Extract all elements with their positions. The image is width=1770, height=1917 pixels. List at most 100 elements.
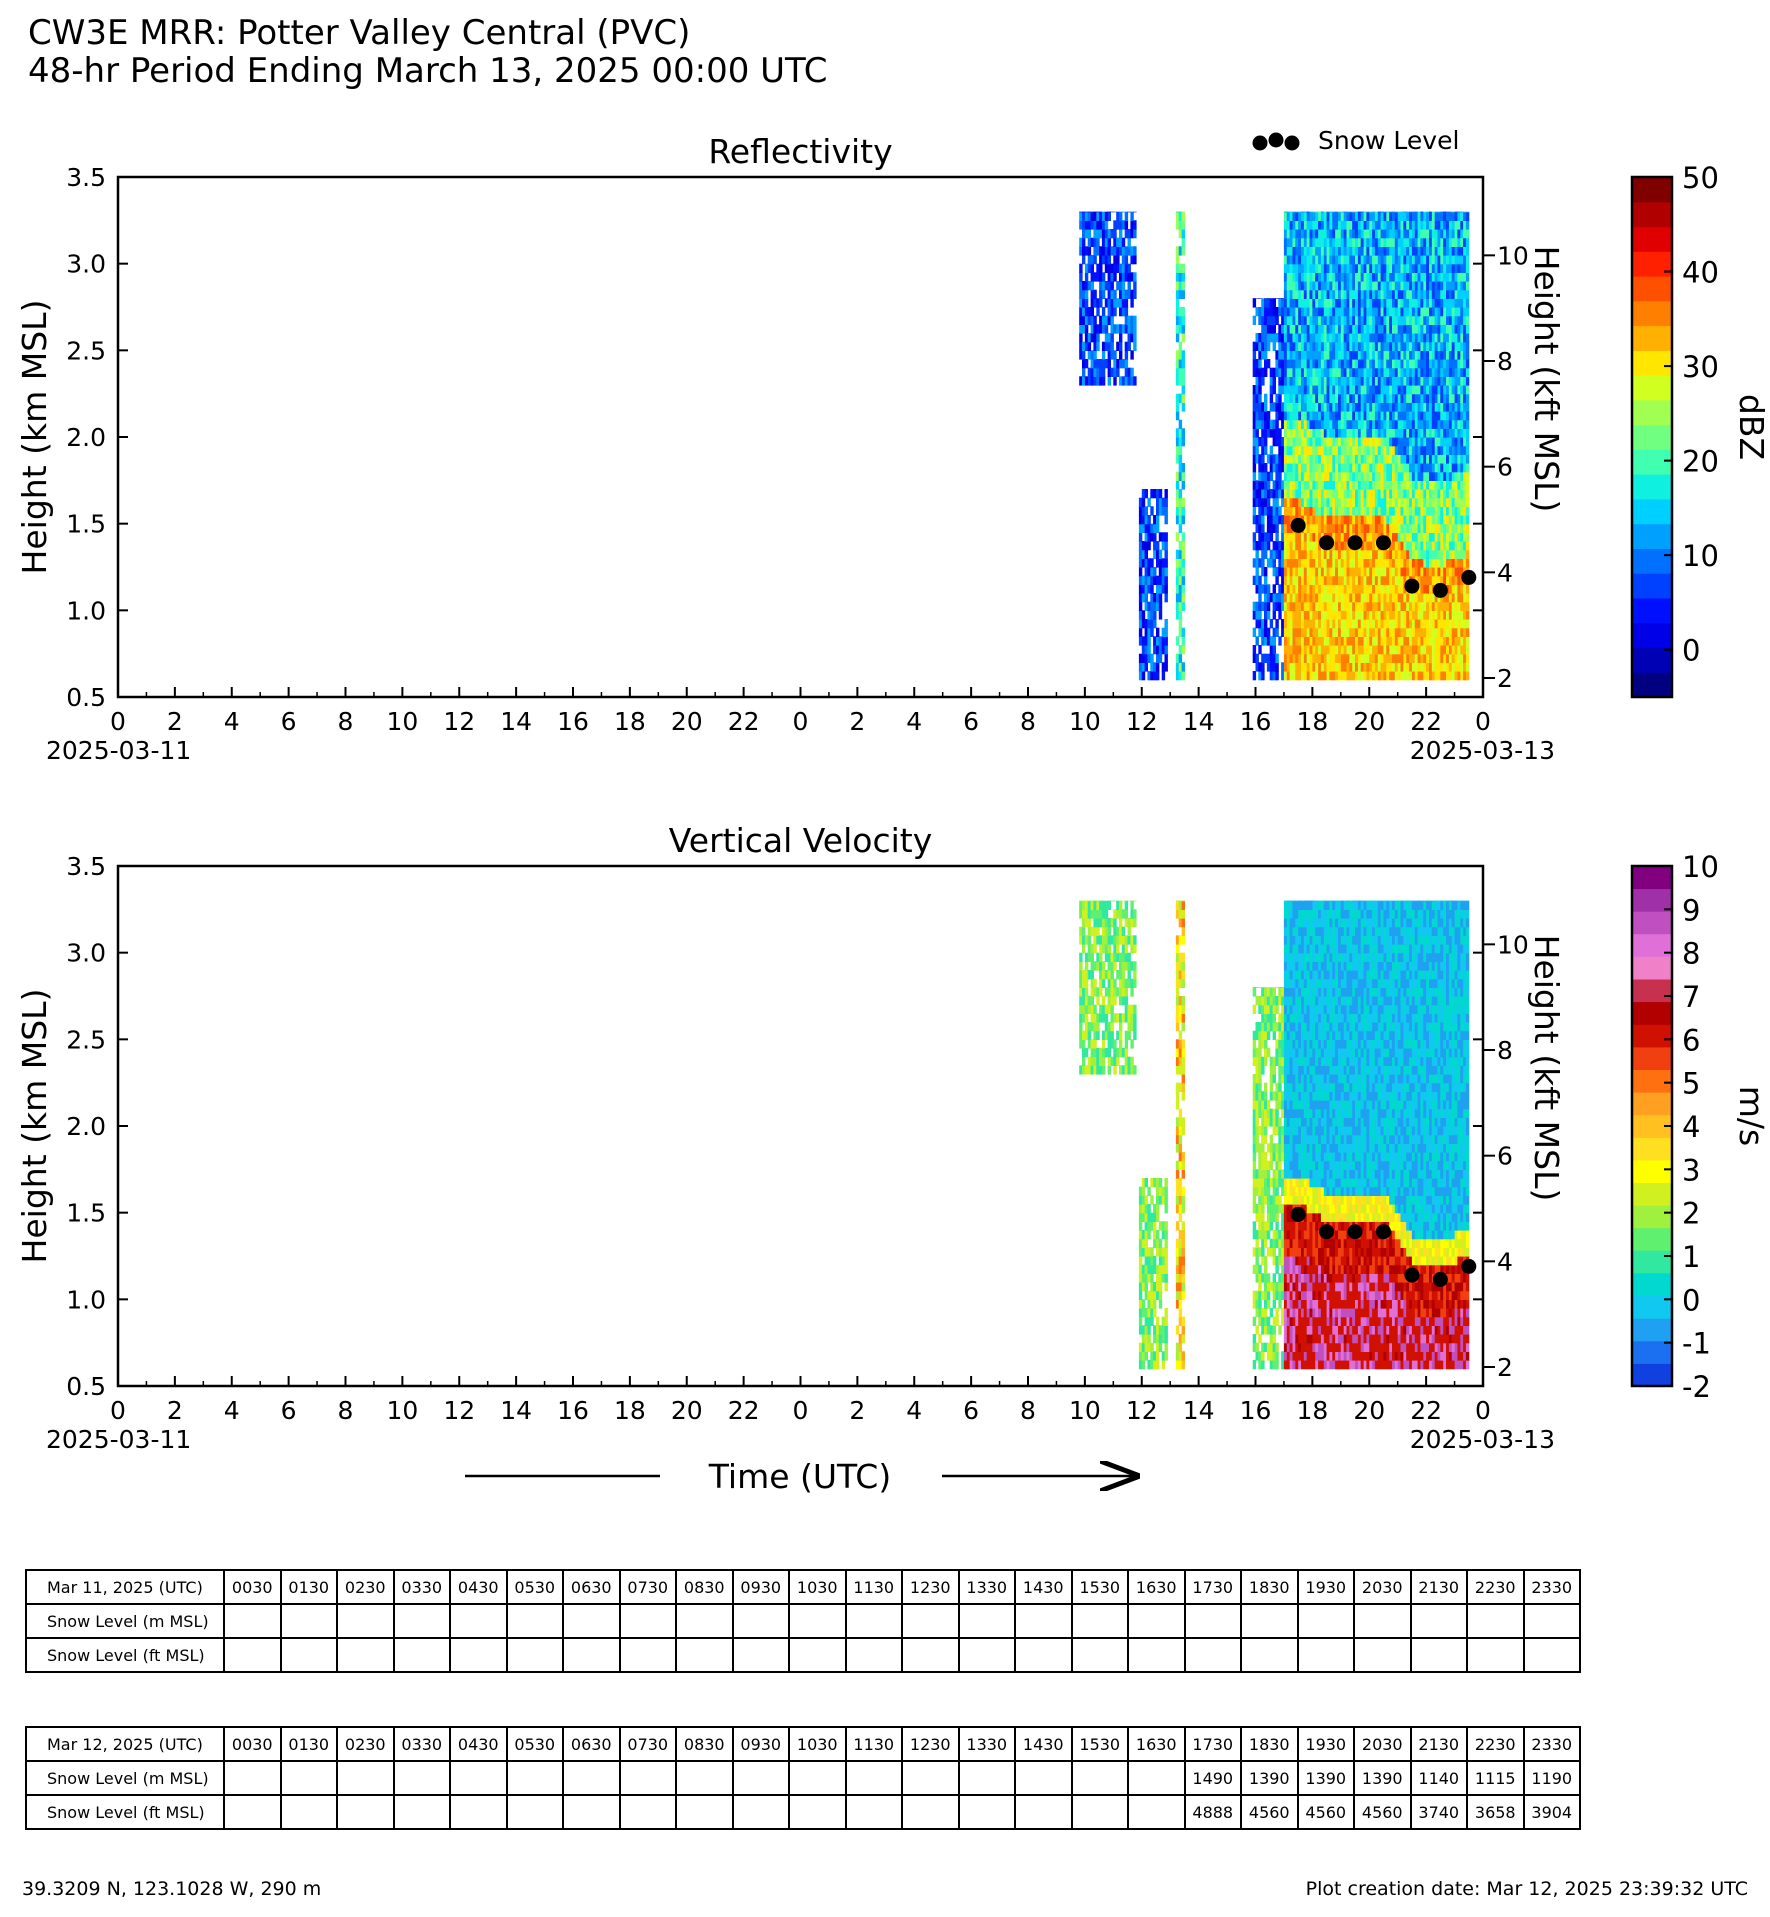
echo-cell — [1454, 471, 1458, 481]
echo-cell — [1355, 272, 1359, 282]
echo-cell — [1084, 935, 1089, 945]
echo-cell — [1394, 575, 1399, 585]
echo-cell — [1448, 601, 1453, 611]
echo-cell — [1281, 541, 1285, 551]
echo-cell — [1153, 567, 1157, 577]
echo-cell — [1448, 575, 1453, 585]
echo-cell — [1272, 333, 1276, 343]
echo-cell — [1323, 220, 1328, 230]
echo-cell — [1352, 480, 1356, 490]
echo-cell — [1338, 411, 1342, 421]
echo-cell — [1437, 636, 1441, 646]
echo-cell — [1079, 281, 1083, 291]
echo-cell — [1460, 385, 1464, 395]
echo-cell — [1437, 445, 1441, 455]
echo-cell — [1437, 662, 1441, 672]
echo-cell — [1289, 402, 1293, 412]
echo-cell — [1406, 515, 1410, 525]
echo-cell — [1409, 376, 1413, 386]
echo-cell — [1465, 367, 1470, 377]
echo-cell — [1366, 289, 1370, 299]
echo-cell — [1107, 246, 1111, 256]
echo-cell — [1335, 376, 1339, 386]
echo-cell — [1329, 671, 1333, 681]
echo-cell — [1349, 281, 1353, 291]
echo-cell — [1437, 645, 1441, 655]
echo-cell — [1463, 610, 1467, 620]
echo-cell — [1383, 489, 1387, 499]
echo-cell — [1119, 341, 1123, 351]
echo-cell — [1101, 1065, 1106, 1075]
echo-cell — [1377, 454, 1382, 464]
echo-cell — [1409, 619, 1413, 629]
echo-cell — [1420, 428, 1424, 438]
echo-cell — [1443, 298, 1447, 308]
echo-cell — [1104, 333, 1109, 343]
echo-cell — [1320, 437, 1325, 447]
echo-cell — [1352, 220, 1356, 230]
echo-cell — [1409, 367, 1413, 377]
echo-cell — [1329, 411, 1333, 421]
echo-cell — [1392, 307, 1396, 317]
echo-cell — [1329, 393, 1333, 403]
echo-cell — [1289, 211, 1293, 213]
echo-cell — [1448, 532, 1453, 542]
echo-cell — [1110, 961, 1114, 971]
echo-cell — [1426, 593, 1430, 603]
echo-cell — [1138, 575, 1143, 585]
echo-cell — [1272, 463, 1276, 473]
echo-cell — [1349, 619, 1353, 629]
echo-cell — [1440, 367, 1444, 377]
echo-cell — [1414, 480, 1419, 490]
echo-cell — [1411, 263, 1416, 273]
echo-cell — [1101, 935, 1106, 945]
echo-cell — [1454, 263, 1458, 273]
echo-cell — [1389, 541, 1393, 551]
echo-cell — [1101, 281, 1106, 291]
echo-cell — [1175, 211, 1180, 221]
echo-cell — [1403, 489, 1407, 499]
echo-cell — [1411, 324, 1416, 334]
echo-cell — [1116, 246, 1120, 256]
echo-cell — [1292, 497, 1296, 507]
echo-cell — [1406, 393, 1410, 403]
echo-cell — [1383, 367, 1387, 377]
echo-cell — [1181, 662, 1185, 672]
echo-cell — [1369, 281, 1373, 291]
echo-cell — [1406, 255, 1410, 265]
echo-cell — [1349, 263, 1353, 273]
echo-cell — [1093, 350, 1097, 360]
echo-cell — [1104, 255, 1109, 265]
echo-cell — [1261, 601, 1265, 611]
echo-cell — [1315, 506, 1319, 516]
echo-cell — [1394, 523, 1399, 533]
echo-cell — [1181, 333, 1185, 343]
echo-cell — [1346, 610, 1350, 620]
echo-cell — [1360, 385, 1365, 395]
echo-cell — [1423, 627, 1427, 637]
echo-cell — [1397, 411, 1402, 421]
echo-cell — [1386, 593, 1390, 603]
echo-cell — [1298, 454, 1302, 464]
echo-cell — [1107, 1022, 1111, 1032]
echo-cell — [1286, 610, 1291, 620]
echo-cell — [1121, 376, 1126, 386]
echo-cell — [1272, 636, 1276, 646]
echo-cell — [1460, 289, 1464, 299]
echo-cell — [1446, 359, 1450, 369]
echo-cell — [1309, 601, 1313, 611]
echo-cell — [1338, 671, 1342, 681]
echo-cell — [1292, 367, 1296, 377]
echo-cell — [1110, 1013, 1114, 1023]
echo-cell — [1110, 211, 1114, 213]
echo-cell — [1355, 645, 1359, 655]
echo-cell — [1426, 653, 1430, 663]
echo-cell — [1119, 1022, 1123, 1032]
echo-cell — [1335, 229, 1339, 239]
echo-cell — [1429, 584, 1433, 594]
echo-cell — [1403, 463, 1407, 473]
echo-cell — [1403, 445, 1407, 455]
echo-cell — [1392, 376, 1396, 386]
echo-cell — [1289, 610, 1293, 620]
echo-cell — [1127, 289, 1131, 299]
